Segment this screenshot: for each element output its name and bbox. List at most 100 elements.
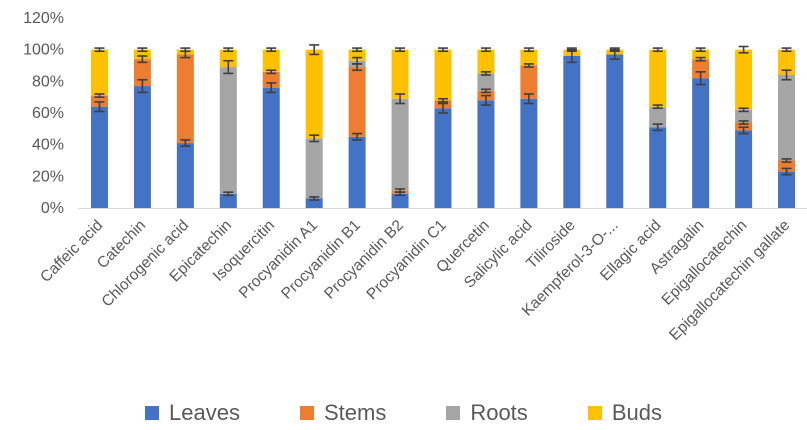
bar-segment-roots: [477, 73, 495, 91]
error-bar: [695, 47, 706, 53]
error-bar: [223, 191, 234, 197]
bars: [90, 49, 796, 209]
bar-segment-leaves: [778, 171, 796, 208]
legend: Leaves Stems Roots Buds: [0, 396, 807, 430]
error-bar: [566, 47, 577, 53]
legend-item-buds: Buds: [587, 400, 662, 426]
legend-swatch: [587, 406, 602, 420]
error-bar: [395, 188, 406, 193]
legend-label: Leaves: [169, 400, 240, 425]
bar-segment-buds: [348, 49, 366, 61]
stacked-bar-chart: 0% 20% 40% 60% 80% 100% 120% Caffeic acidCatec…: [23, 10, 807, 344]
error-bar: [738, 120, 749, 125]
error-bar: [180, 47, 191, 53]
bar-segment-roots: [391, 98, 409, 191]
error-bar: [309, 44, 320, 56]
error-bar: [223, 47, 234, 53]
error-bar: [523, 93, 534, 105]
error-bar: [781, 158, 792, 163]
legend-item-roots: Roots: [446, 400, 528, 426]
error-bar: [438, 47, 448, 53]
bar-segment-roots: [305, 138, 323, 199]
error-bar: [695, 71, 706, 86]
error-bar: [480, 88, 491, 94]
error-bar: [652, 104, 663, 110]
bar-segment-buds: [90, 49, 108, 96]
error-bar: [738, 107, 749, 113]
error-bar: [137, 55, 148, 64]
error-bar: [395, 47, 406, 53]
bar-segment-leaves: [477, 100, 495, 208]
error-bar: [781, 47, 792, 53]
x-category-label: Caffeic acid: [37, 217, 106, 286]
bar-segment-leaves: [133, 86, 151, 208]
error-bar: [523, 63, 534, 68]
bar-segment-buds: [692, 49, 710, 60]
bar-segment-stems: [520, 65, 538, 99]
error-bar: [266, 82, 277, 94]
error-bar: [223, 59, 234, 75]
bar-segment-buds: [219, 49, 237, 68]
legend-swatch: [446, 406, 461, 420]
error-bar: [266, 69, 277, 75]
bar-segment-buds: [391, 49, 409, 99]
bar-segment-buds: [477, 49, 495, 74]
error-bars: [94, 44, 792, 201]
legend-label: Roots: [470, 400, 528, 425]
bar-segment-stems: [348, 67, 366, 137]
error-bar: [352, 47, 363, 53]
error-bar: [609, 47, 620, 53]
legend-label: Stems: [323, 400, 387, 425]
bar-segment-stems: [692, 59, 710, 79]
bar-segment-stems: [778, 160, 796, 172]
error-bar: [438, 102, 448, 114]
error-bar: [695, 56, 706, 62]
error-bar: [652, 123, 663, 132]
bar-segment-leaves: [176, 143, 194, 208]
error-bar: [309, 134, 320, 143]
error-bar: [480, 71, 491, 76]
bar-segment-leaves: [434, 108, 452, 208]
error-bar: [652, 47, 663, 53]
bar-segment-leaves: [391, 193, 409, 208]
y-axis: 0% 20% 40% 60% 80% 100% 120%: [23, 10, 64, 217]
bar-segment-stems: [176, 54, 194, 144]
bar-segment-buds: [305, 49, 323, 139]
y-tick-label: 120%: [23, 10, 64, 27]
error-bar: [94, 101, 105, 113]
bar-segment-leaves: [649, 127, 667, 208]
bar-segment-leaves: [735, 130, 753, 208]
bar-segment-roots: [735, 109, 753, 123]
bar-segment-leaves: [520, 98, 538, 208]
error-bar: [309, 196, 320, 201]
error-bar: [738, 126, 749, 135]
error-bar: [738, 45, 749, 54]
bar-segment-leaves: [563, 56, 581, 208]
y-tick-label: 100%: [23, 42, 64, 59]
error-bar: [137, 47, 148, 53]
bar-segment-leaves: [305, 198, 323, 208]
bar-segment-roots: [219, 67, 237, 194]
bar-segment-buds: [520, 49, 538, 66]
bar-segment-roots: [649, 106, 667, 128]
bar-segment-buds: [262, 49, 280, 72]
error-bar: [266, 47, 277, 53]
error-bar: [523, 47, 534, 53]
y-tick-label: 20%: [32, 168, 64, 185]
error-bar: [352, 132, 363, 141]
bar-segment-leaves: [219, 193, 237, 208]
bar-segment-leaves: [348, 136, 366, 208]
bar-segment-buds: [133, 49, 151, 60]
y-tick-label: 60%: [32, 105, 64, 122]
error-bar: [352, 56, 363, 65]
legend-swatch: [299, 406, 314, 420]
bar-segment-leaves: [262, 87, 280, 208]
error-bar: [180, 139, 191, 148]
bar-segment-roots: [778, 75, 796, 161]
error-bar: [480, 94, 491, 106]
error-bar: [438, 97, 448, 103]
error-bar: [137, 78, 148, 94]
bar-segment-leaves: [606, 54, 624, 208]
bar-segment-buds: [735, 49, 753, 110]
